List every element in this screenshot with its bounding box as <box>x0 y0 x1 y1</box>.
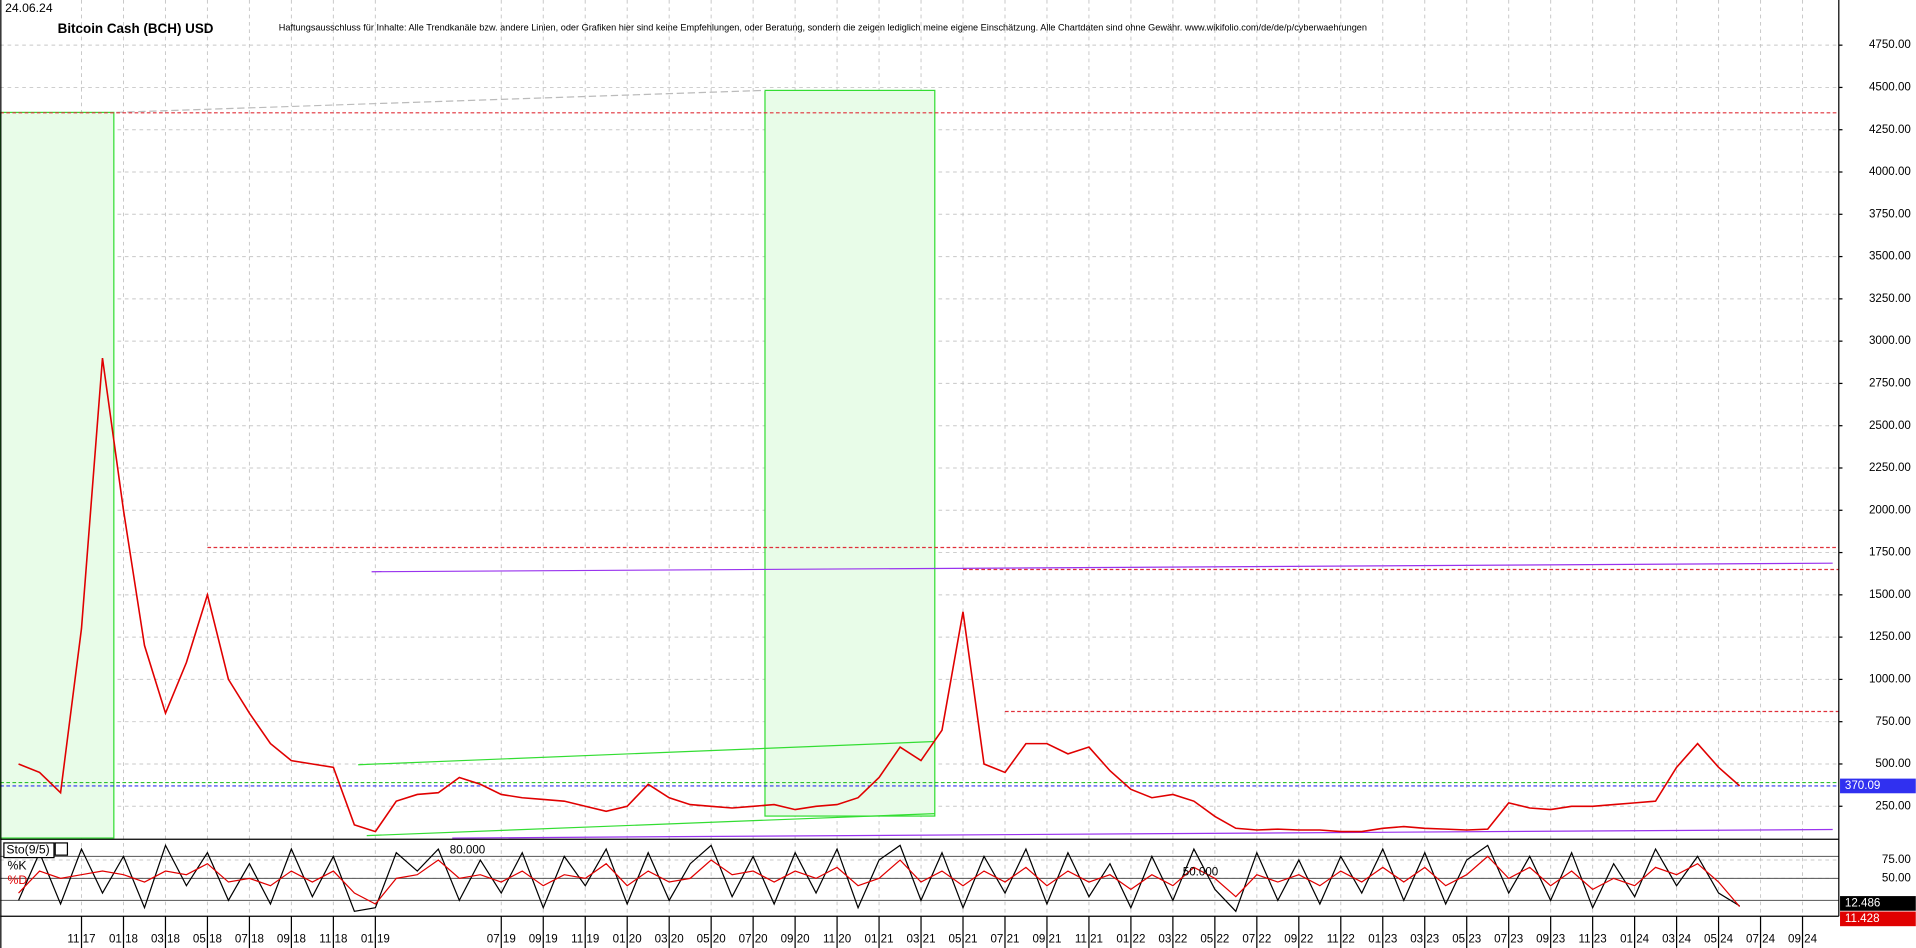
x-tick-label: 07 24 <box>1746 933 1776 946</box>
y-tick-label: 2000.00 <box>1869 503 1911 516</box>
y-tick-label: 3750.00 <box>1869 207 1911 220</box>
x-tick-label: 09 19 <box>529 933 558 946</box>
time-zone <box>764 89 936 817</box>
y-tick-label: 1750.00 <box>1869 546 1911 559</box>
y-tick-label: 4250.00 <box>1869 123 1911 136</box>
x-tick-label: 11 22 <box>1327 933 1355 946</box>
y-tick-label: 1000.00 <box>1869 672 1911 685</box>
x-tick-label: 09 20 <box>781 933 810 946</box>
time-zone <box>0 111 115 839</box>
x-tick-label: 05 21 <box>949 933 978 946</box>
y-tick-label: 250.00 <box>1875 799 1910 812</box>
x-tick-label: 01 19 <box>361 933 390 946</box>
x-tick-label: 01 18 <box>109 933 138 946</box>
expand-button[interactable] <box>54 842 69 856</box>
x-tick-label: 09 18 <box>277 933 306 946</box>
legend-entry: %K <box>8 858 27 872</box>
x-tick-label: 11 17 <box>67 933 95 946</box>
stochastic-line <box>18 855 1741 907</box>
y-tick-label: 4000.00 <box>1869 165 1911 178</box>
x-tick-label: 09 23 <box>1536 933 1565 946</box>
x-tick-label: 09 21 <box>1032 933 1061 946</box>
y-tick-label: 2750.00 <box>1869 376 1911 389</box>
trend-line <box>452 828 1833 839</box>
x-tick-label: 05 20 <box>697 933 726 946</box>
stochastic-line <box>17 843 1740 913</box>
x-tick-label: 03 23 <box>1410 933 1439 946</box>
last-value-box <box>1840 911 1916 927</box>
x-tick-label: 01 22 <box>1116 933 1145 946</box>
x-tick-label: 07 18 <box>235 933 264 946</box>
disclaimer: Haftungsausschluss für Inhalte: Alle Tre… <box>279 23 1367 33</box>
indicator-box <box>3 842 55 859</box>
y-tick-label: 2500.00 <box>1869 419 1911 432</box>
x-tick-label: 11 18 <box>319 933 347 946</box>
trend-line <box>371 562 1833 573</box>
y-tick-label: 4500.00 <box>1869 81 1911 94</box>
x-tick-label: 01 21 <box>865 933 894 946</box>
y-tick-label: 1500.00 <box>1869 588 1911 601</box>
x-tick-label: 11 23 <box>1579 933 1607 946</box>
y-tick-label: 3500.00 <box>1869 250 1911 263</box>
x-tick-label: 01 24 <box>1620 933 1650 946</box>
x-tick-label: 07 23 <box>1494 933 1523 946</box>
indicator-name: Sto(9/5) <box>6 842 49 856</box>
trend-line <box>116 89 766 114</box>
y-tick-label: 4750.00 <box>1869 38 1911 51</box>
trend-line <box>366 813 935 837</box>
y-tick-label: 3000.00 <box>1869 334 1911 347</box>
last-value-label: 370.09 <box>1845 779 1880 792</box>
x-tick-label: 07 20 <box>739 933 768 946</box>
x-tick-label: 05 22 <box>1200 933 1229 946</box>
last-value-box <box>1840 778 1916 794</box>
x-tick-label: 09 22 <box>1284 933 1313 946</box>
price-line <box>18 357 1741 833</box>
x-tick-label: 03 21 <box>907 933 936 946</box>
x-tick-label: 03 22 <box>1158 933 1187 946</box>
x-tick-label: 03 18 <box>151 933 180 946</box>
x-tick-label: 07 19 <box>487 933 516 946</box>
y-tick-label: 50.00 <box>1882 871 1911 884</box>
chart-title: Bitcoin Cash (BCH) USD <box>58 21 214 36</box>
x-tick-label: 11 20 <box>823 933 851 946</box>
level-label: 80.000 <box>450 843 485 856</box>
y-tick-label: 1250.00 <box>1869 630 1911 643</box>
y-tick-label: 75.00 <box>1882 853 1911 866</box>
chart-date: 24.06.24 <box>5 1 53 15</box>
x-tick-label: 01 23 <box>1368 933 1397 946</box>
x-tick-label: 03 24 <box>1662 933 1692 946</box>
x-tick-label: 05 18 <box>193 933 222 946</box>
level-label: 50.000 <box>1183 865 1218 878</box>
x-tick-label: 05 23 <box>1452 933 1481 946</box>
y-tick-label: 750.00 <box>1875 715 1910 728</box>
data-layer <box>0 112 1839 913</box>
y-tick-label: 3250.00 <box>1869 292 1911 305</box>
x-tick-label: 03 20 <box>655 933 684 946</box>
last-value-label: 12.486 <box>1845 896 1880 909</box>
x-tick-label: 07 21 <box>990 933 1019 946</box>
x-tick-label: 11 19 <box>571 933 599 946</box>
last-value-label: 11.428 <box>1845 912 1880 925</box>
last-value-box <box>1840 896 1916 911</box>
x-tick-label: 01 20 <box>613 933 642 946</box>
legend-entry: %D <box>8 873 28 887</box>
y-tick-label: 500.00 <box>1875 757 1910 770</box>
x-tick-label: 05 24 <box>1704 933 1734 946</box>
x-tick-label: 09 24 <box>1788 933 1818 946</box>
y-tick-label: 2250.00 <box>1869 461 1911 474</box>
trend-line <box>358 740 935 766</box>
x-tick-label: 11 21 <box>1075 933 1103 946</box>
x-tick-label: 07 22 <box>1242 933 1271 946</box>
